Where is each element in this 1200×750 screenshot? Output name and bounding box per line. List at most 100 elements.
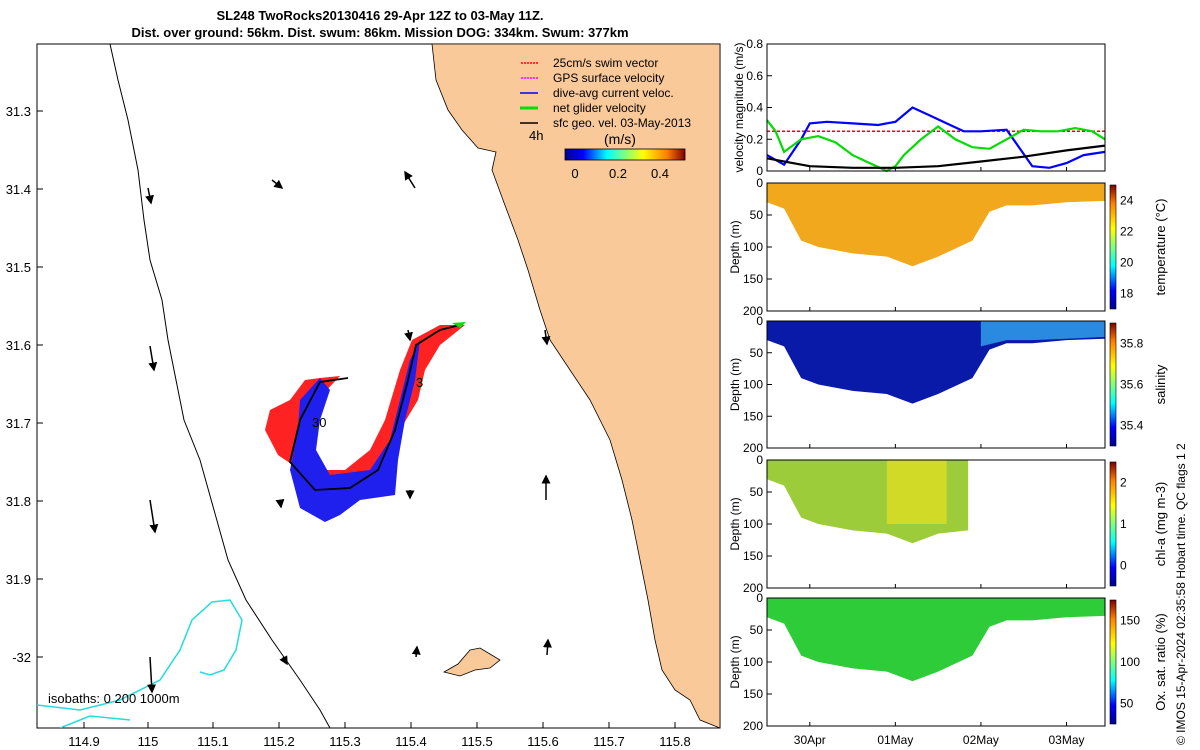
panel-colorbar	[1109, 184, 1117, 310]
panel-frame	[766, 597, 1106, 727]
depth-y-tick-label: 150	[743, 409, 763, 423]
map-x-tick-label: 115.8	[659, 734, 691, 749]
land-area	[431, 44, 720, 728]
colorbar-tick-label: 35.4	[1120, 419, 1144, 433]
net-velocity-marker	[452, 322, 466, 328]
map-x-tick-label: 115.1	[197, 734, 229, 749]
map-panel: 30 3 isobaths: 0 200 1000m 114.9 115 115.1…	[6, 43, 721, 749]
map-x-tick-label: 115	[138, 734, 159, 749]
panel-frame	[766, 43, 1106, 172]
salinity-high-area	[980, 321, 1105, 347]
colorbar-tick-label: 0	[1120, 558, 1127, 572]
depth-y-tick-label: 100	[743, 378, 763, 392]
depth-y-tick-label: 50	[750, 623, 764, 637]
depth-y-tick-label: 0	[756, 591, 763, 605]
map-x-tick-label: 114.9	[68, 734, 100, 749]
depth-y-tick-label: 100	[743, 517, 763, 531]
depth-y-tick-label: 0	[756, 176, 763, 190]
panel-background	[767, 44, 1105, 171]
map-x-tick-label: 115.2	[263, 734, 295, 749]
velocity-series-line	[766, 144, 1106, 169]
isobath-200-b	[59, 715, 131, 728]
colorbar-tick-label: 35.8	[1120, 337, 1144, 351]
panel-chl-a: Depth (m) 0 50 100 150 200 0 1 2 chl-a (mg m-3)	[728, 453, 1168, 595]
colorbar-label: temperature (°C)	[1153, 199, 1168, 296]
velocity-series-line	[766, 106, 1106, 169]
map-x-tick-label: 115.6	[527, 734, 559, 749]
map-x-tick-label: 115.5	[461, 734, 493, 749]
legend-label-net: net glider velocity	[553, 101, 646, 115]
time-x-tick-label: 01May	[877, 733, 913, 747]
chart-title-line1: SL248 TwoRocks20130416 29-Apr 12Z to 03-…	[216, 8, 544, 23]
section-data-area	[767, 183, 1105, 267]
glider-track	[289, 324, 461, 491]
colorbar-label: Ox. sat. ratio (%)	[1153, 613, 1168, 711]
time-label: 4h	[529, 128, 543, 143]
velocity-y-tick-label: 0.4	[746, 101, 763, 115]
depth-y-tick-label: 150	[743, 272, 763, 286]
legend-label-geo: sfc geo. vel. 03-May-2013	[553, 116, 691, 130]
time-x-tick-label: 03May	[1048, 733, 1084, 747]
colorbar-tick-label: 35.6	[1120, 378, 1144, 392]
map-colorbar	[564, 148, 686, 161]
depth-y-tick-label: 200	[743, 719, 763, 733]
depth-y-tick-label: 200	[743, 304, 763, 318]
map-y-tick-label: -32	[12, 650, 31, 665]
depth-y-tick-label: 0	[756, 453, 763, 467]
isobaths-label: isobaths: 0 200 1000m	[48, 691, 180, 706]
colorbar-tick-label: 20	[1120, 256, 1134, 270]
depth-y-tick-label: 100	[743, 655, 763, 669]
map-y-tick-label: 31.5	[6, 260, 31, 275]
depth-y-tick-label: 50	[750, 485, 764, 499]
legend-label-current: dive-avg current veloc.	[553, 86, 674, 100]
panel-ylabel: velocity magnitude (m/s)	[732, 42, 746, 172]
colorbar-tick: 0	[571, 166, 578, 181]
map-y-tick-label: 31.8	[6, 494, 31, 509]
map-x-ticks: 114.9 115 115.1 115.2 115.3 115.4 115.5 115.6 11…	[68, 722, 691, 749]
depth-y-tick-label: 150	[743, 687, 763, 701]
colorbar-tick-label: 18	[1120, 287, 1134, 301]
depth-y-tick-label: 0	[756, 314, 763, 328]
depth-y-tick-label: 200	[743, 441, 763, 455]
legend-label-gps: GPS surface velocity	[553, 71, 664, 85]
colorbar-tick: 0.4	[651, 166, 669, 181]
colorbar-title: (m/s)	[604, 131, 636, 147]
depth-y-tick-label: 150	[743, 549, 763, 563]
colorbar-tick-label: 24	[1120, 194, 1134, 208]
depth-y-tick-label: 50	[750, 208, 764, 222]
panel-temperature: Depth (m) 0 50 100 150 200 18 20 22 24 temperature…	[728, 176, 1168, 318]
panel-colorbar	[1109, 322, 1117, 447]
map-y-tick-label: 31.7	[6, 416, 31, 431]
panel-ylabel: Depth (m)	[728, 358, 742, 411]
time-x-tick-label: 30Apr	[794, 733, 826, 747]
velocity-y-tick-label: 0.2	[746, 132, 763, 146]
chart-title-line2: Dist. over ground: 56km. Dist. swum: 86k…	[131, 25, 629, 40]
section-data-area	[767, 321, 1105, 404]
map-annotation-3: 3	[416, 375, 423, 390]
map-y-tick-label: 31.4	[6, 182, 31, 197]
time-x-tick-label: 02May	[963, 733, 999, 747]
map-y-tick-label: 31.6	[6, 338, 31, 353]
panel-ylabel: Depth (m)	[728, 220, 742, 273]
panel-ylabel: Depth (m)	[728, 635, 742, 688]
colorbar-tick-label: 150	[1120, 614, 1140, 628]
map-x-tick-label: 115.3	[329, 734, 361, 749]
map-y-tick-label: 31.3	[6, 104, 31, 119]
colorbar-tick-label: 100	[1120, 655, 1140, 669]
panel-colorbar	[1109, 599, 1117, 725]
map-y-tick-label: 31.9	[6, 572, 31, 587]
colorbar-tick-label: 2	[1120, 476, 1127, 490]
panel-frame	[766, 320, 1106, 449]
velocity-y-tick-label: 0	[756, 164, 763, 178]
velocity-series-line	[766, 119, 1106, 173]
geostrophic-vectors	[145, 170, 552, 694]
island-shape	[442, 647, 501, 677]
section-data-area	[767, 598, 1105, 682]
panel-frame	[766, 459, 1106, 589]
colorbar-tick: 0.2	[609, 166, 627, 181]
depth-y-tick-label: 200	[743, 581, 763, 595]
map-x-tick-label: 115.4	[395, 734, 427, 749]
isobath-200	[37, 599, 243, 711]
legend-label-swim: 25cm/s swim vector	[553, 56, 658, 70]
